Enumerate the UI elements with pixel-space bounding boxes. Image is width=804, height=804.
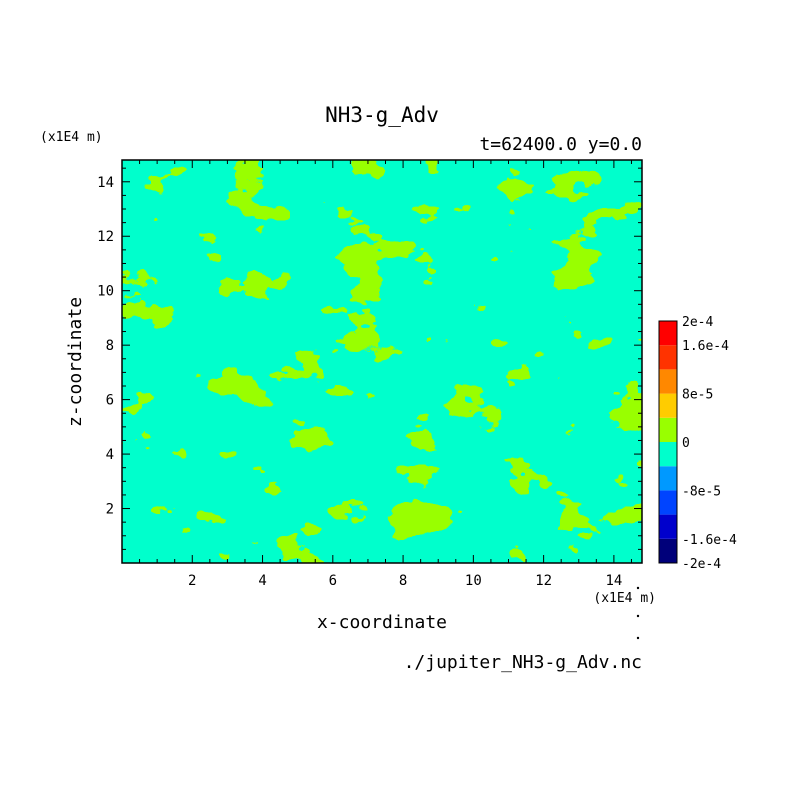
heatmap-field <box>122 160 642 563</box>
y-tick-label: 12 <box>97 229 114 245</box>
y-unit-label: (x1E4 m) <box>40 130 103 145</box>
chart-title: NH3-g_Adv <box>325 103 439 127</box>
colorbar-tick-label: -2e-4 <box>682 557 721 572</box>
colorbar-tick-label: -1.6e-4 <box>682 533 737 548</box>
colorbar-tick-label: 8e-5 <box>682 388 713 403</box>
y-axis-ticks: 2 4 6 8 10 12 14 <box>97 167 642 550</box>
footer-filename: ./jupiter_NH3-g_Adv.nc <box>404 652 642 673</box>
colorbar-frame <box>658 320 678 564</box>
x-tick-label: 4 <box>258 573 266 589</box>
plot-frame <box>121 159 643 564</box>
marker-dot <box>636 586 640 590</box>
x-axis-label: x-coordinate <box>317 612 447 633</box>
x-tick-label: 12 <box>535 573 552 589</box>
x-tick-label: 6 <box>329 573 337 589</box>
y-tick-label: 2 <box>106 502 114 518</box>
x-unit-label: (x1E4 m) <box>593 591 656 606</box>
x-tick-label: 14 <box>605 573 622 589</box>
colorbar-swatch <box>659 442 677 467</box>
colorbar-tick-label: 2e-4 <box>682 315 713 330</box>
colorbar-tick-label: 1.6e-4 <box>682 339 729 354</box>
colorbar-swatch <box>659 466 677 491</box>
colorbar-swatch <box>659 490 677 515</box>
y-axis-label: z-coordinate <box>65 297 86 427</box>
colorbar-swatch <box>659 514 677 539</box>
colorbar-swatch <box>659 345 677 370</box>
y-tick-label: 10 <box>97 284 114 300</box>
x-tick-label: 2 <box>188 573 196 589</box>
colorbar-swatch <box>659 321 677 346</box>
y-tick-label: 8 <box>106 338 114 354</box>
marker-dot <box>636 614 640 618</box>
y-tick-label: 14 <box>97 175 114 191</box>
y-tick-label: 4 <box>106 447 114 463</box>
x-axis-ticks: 2 4 6 8 10 12 14 <box>139 160 632 589</box>
chart-subtitle: t=62400.0 y=0.0 <box>479 134 642 155</box>
field-positive-small <box>122 160 642 563</box>
colorbar-tick-label: -8e-5 <box>682 484 721 499</box>
x-tick-label: 8 <box>399 573 407 589</box>
colorbar <box>658 320 678 564</box>
colorbar-swatch <box>659 538 677 563</box>
marker-dot <box>636 636 640 640</box>
y-tick-label: 6 <box>106 393 114 409</box>
colorbar-swatch <box>659 393 677 418</box>
colorbar-swatch <box>659 369 677 394</box>
x-tick-label: 10 <box>465 573 482 589</box>
colorbar-tick-label: 0 <box>682 436 690 451</box>
colorbar-swatch <box>659 417 677 442</box>
colorbar-labels: 2e-4 1.6e-4 8e-5 0 -8e-5 -1.6e-4 -2e-4 <box>682 315 737 572</box>
